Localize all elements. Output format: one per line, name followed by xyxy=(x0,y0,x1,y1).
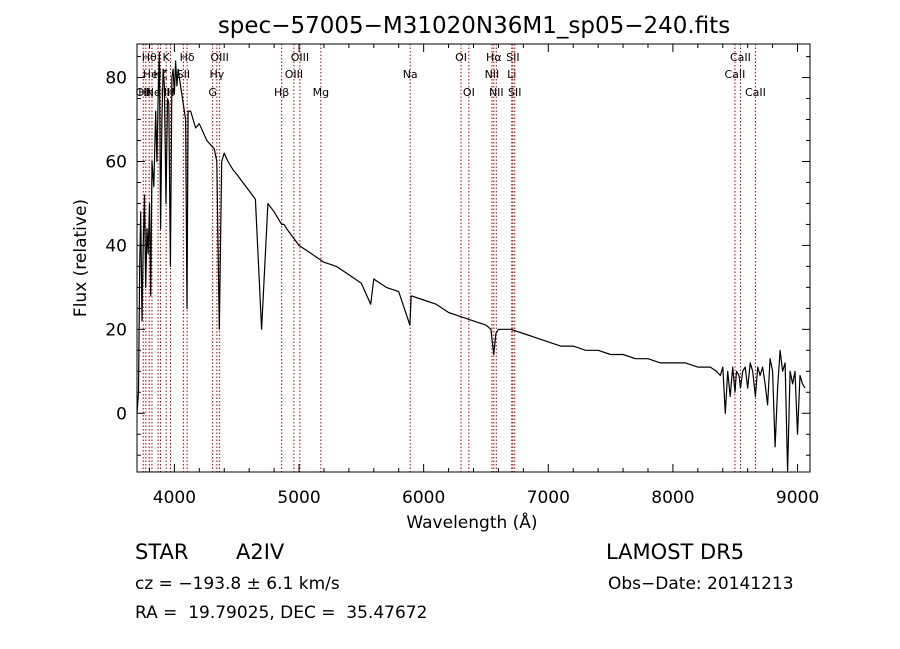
marker-label-11: Hγ xyxy=(209,68,224,81)
marker-label-14: OIII xyxy=(285,68,303,81)
x-tick-label-4000: 4000 xyxy=(153,488,196,508)
marker-label-3: HeI xyxy=(143,68,161,81)
x-tick-label-6000: 6000 xyxy=(402,488,445,508)
ra-dec-coordinates: RA = 19.79025, DEC = 35.47672 xyxy=(135,603,428,623)
x-tick-label-7000: 7000 xyxy=(527,488,570,508)
marker-label-8: SII xyxy=(177,68,190,81)
marker-label-16: Mg xyxy=(313,86,329,99)
marker-label-1: Hη xyxy=(138,86,153,99)
marker-label-25: SII xyxy=(508,86,521,99)
marker-label-10: G xyxy=(208,86,217,99)
spectrum-series xyxy=(136,51,806,473)
marker-label-20: NII xyxy=(485,68,500,81)
y-tick-label-0: 0 xyxy=(116,404,127,424)
marker-label-17: Na xyxy=(403,68,418,81)
marker-label-26: CaII xyxy=(725,68,746,81)
marker-label-12: OIII xyxy=(210,51,228,64)
observation-date: Obs−Date: 20141213 xyxy=(608,574,794,594)
marker-label-7: H xyxy=(166,86,174,99)
y-tick-label-60: 60 xyxy=(105,152,127,172)
marker-label-21: Hα xyxy=(486,51,502,64)
marker-label-28: CaII xyxy=(745,86,766,99)
marker-label-15: OIII xyxy=(291,51,309,64)
marker-label-5: Hζ xyxy=(153,68,167,81)
marker-label-19: OI xyxy=(463,86,475,99)
marker-label-13: Hβ xyxy=(274,86,289,99)
marker-label-2: Hθ xyxy=(142,51,157,64)
spectral-line-markers: OIIHηHθHeINeIIIHζKHSIIHδGHγOIIIHβOIIIOII… xyxy=(136,44,766,472)
y-tick-label-80: 80 xyxy=(105,69,127,89)
x-tick-label-5000: 5000 xyxy=(277,488,320,508)
marker-label-18: OI xyxy=(455,51,467,64)
redshift-velocity: cz = −193.8 ± 6.1 km/s xyxy=(135,574,340,594)
y-tick-label-40: 40 xyxy=(105,236,127,256)
y-axis-label: Flux (relative) xyxy=(71,199,91,317)
y-tick-label-20: 20 xyxy=(105,320,127,340)
x-axis-label: Wavelength (Å) xyxy=(406,511,537,533)
marker-label-24: SII xyxy=(506,51,519,64)
marker-label-0: OII xyxy=(136,86,151,99)
object-subclass: A2IV xyxy=(236,540,285,564)
marker-label-22: NII xyxy=(489,86,504,99)
axis-ticks: 4000 5000 6000 7000 8000 9000 0 20 40 60 80 xyxy=(105,44,819,508)
marker-label-6: K xyxy=(163,51,171,64)
object-class: STAR xyxy=(135,540,189,564)
x-tick-label-8000: 8000 xyxy=(651,488,694,508)
x-tick-label-9000: 9000 xyxy=(776,488,819,508)
marker-label-27: CaII xyxy=(730,51,751,64)
chart-title: spec−57005−M31020N36M1_sp05−240.fits xyxy=(218,13,730,39)
survey-name: LAMOST DR5 xyxy=(606,540,745,564)
spectrum-line-0 xyxy=(136,51,806,473)
plot-frame xyxy=(136,43,811,473)
marker-label-9: Hδ xyxy=(180,51,195,64)
marker-label-23: Li xyxy=(507,68,516,81)
